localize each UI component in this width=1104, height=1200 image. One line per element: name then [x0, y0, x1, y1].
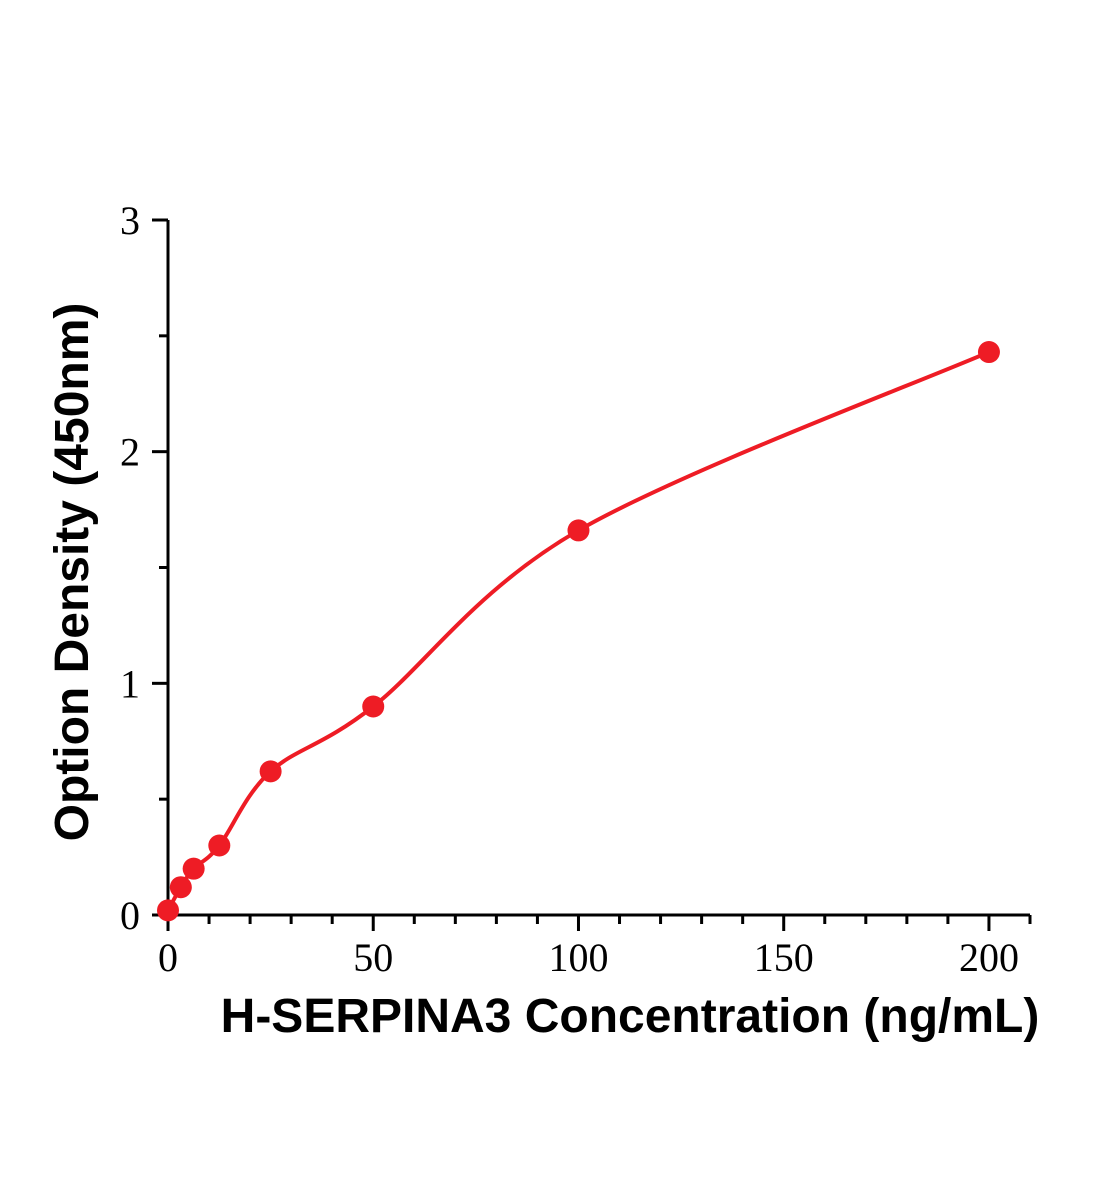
fit-curve: [166, 350, 991, 913]
data-point: [208, 834, 231, 857]
y-tick-label: 1: [120, 661, 140, 706]
data-point: [182, 857, 205, 880]
x-tick-label: 100: [548, 935, 608, 980]
data-point: [157, 899, 179, 922]
y-tick-label: 3: [120, 198, 140, 243]
data-point: [362, 695, 385, 718]
x-tick-label: 150: [754, 935, 814, 980]
x-tick-label: 0: [158, 935, 178, 980]
plot-generated-layer: 0 1 2 3 0 50 100 150 200: [120, 198, 1032, 980]
y-axis-title: Option Density (450nm): [46, 303, 99, 842]
data-point: [567, 519, 590, 542]
data-point: [977, 341, 1000, 364]
y-tick-label: 0: [120, 893, 140, 938]
x-tick-label: 50: [353, 935, 393, 980]
x-tick-label: 200: [959, 935, 1019, 980]
data-point: [259, 760, 282, 783]
y-tick-label: 2: [120, 430, 140, 475]
data-point: [169, 876, 192, 899]
x-axis-title: H-SERPINA3 Concentration (ng/mL): [221, 990, 1040, 1043]
